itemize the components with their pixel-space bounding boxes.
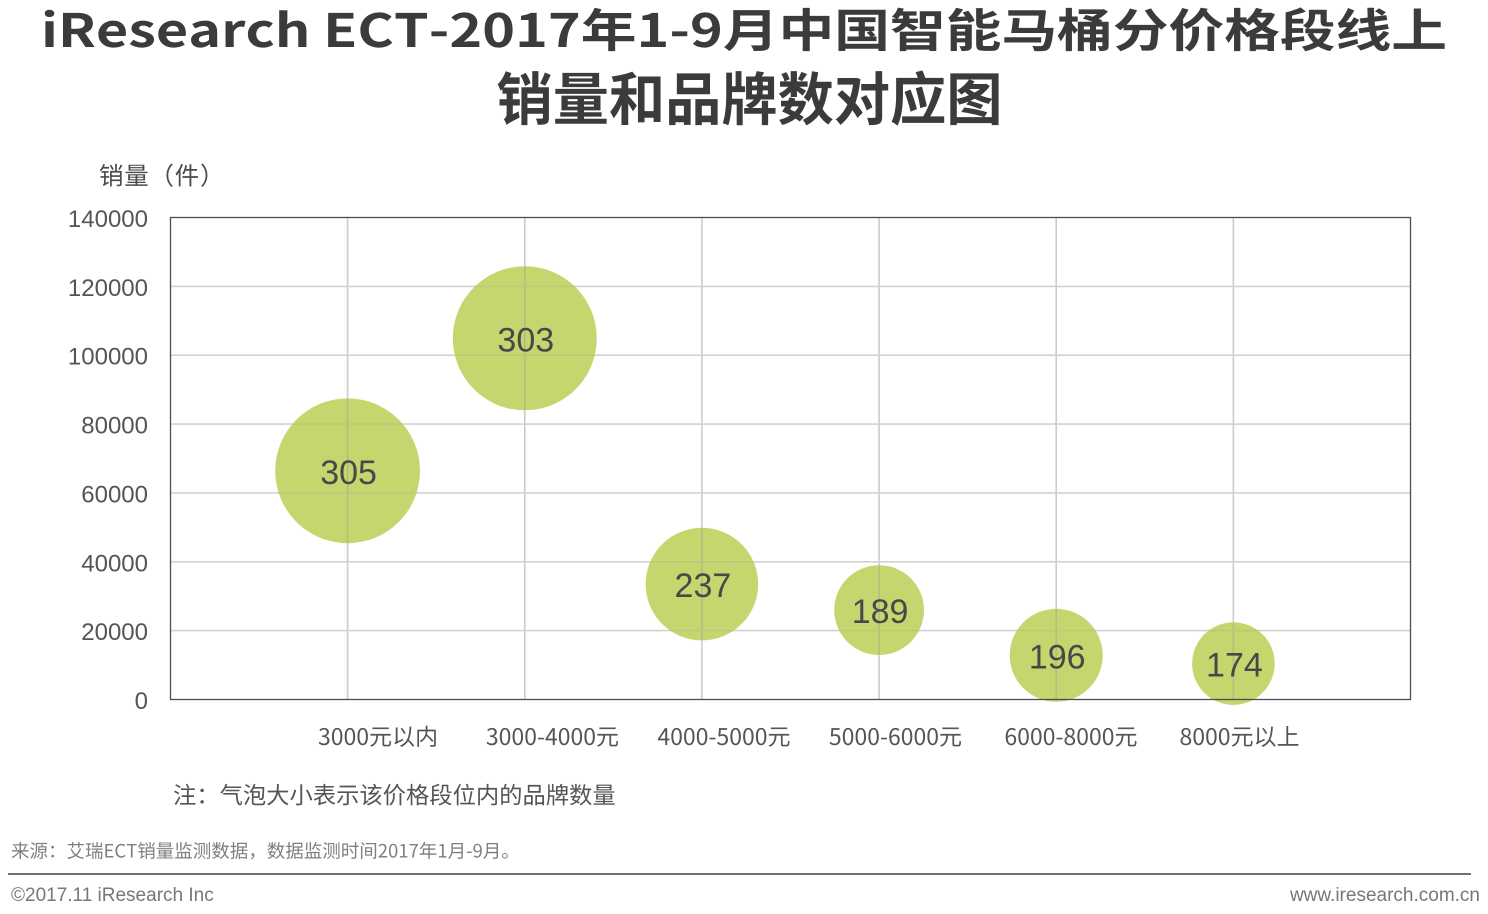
- svg-text:189: 189: [852, 593, 909, 631]
- svg-text:80000: 80000: [81, 413, 148, 440]
- svg-text:303: 303: [497, 321, 554, 359]
- svg-text:174: 174: [1206, 647, 1263, 685]
- svg-text:237: 237: [675, 567, 732, 605]
- svg-text:140000: 140000: [68, 206, 148, 233]
- svg-text:100000: 100000: [68, 344, 148, 371]
- svg-text:60000: 60000: [81, 481, 148, 508]
- svg-text:0: 0: [135, 688, 148, 715]
- svg-text:20000: 20000: [81, 619, 148, 646]
- svg-text:www.iresearch.com.cn: www.iresearch.com.cn: [1289, 885, 1480, 906]
- svg-text:120000: 120000: [68, 275, 148, 302]
- svg-text:305: 305: [320, 454, 377, 492]
- svg-text:196: 196: [1029, 638, 1086, 676]
- svg-text:©2017.11 iResearch Inc: ©2017.11 iResearch Inc: [11, 885, 214, 906]
- svg-text:40000: 40000: [81, 550, 148, 577]
